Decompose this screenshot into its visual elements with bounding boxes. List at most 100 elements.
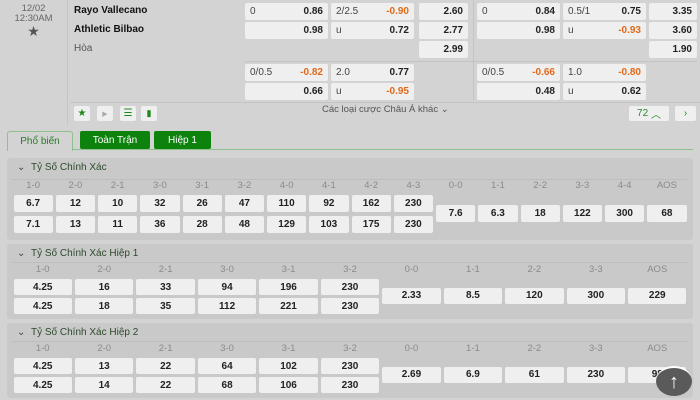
odds-cell[interactable]: 230 [320,279,380,295]
odds-1x2-cell[interactable]: 3.35 [649,3,697,20]
odds-cell[interactable]: 230 [566,366,626,383]
more-asian-bets-button[interactable]: Các loại cược Châu Á khác ⌄ [322,104,449,115]
odds-cell[interactable]: 4.25 [13,279,72,295]
odds-cell[interactable]: 2.69 [382,366,441,383]
odds-cell[interactable]: 10 [98,195,138,212]
odds-cell[interactable]: 0.5/1 0.75 [563,3,646,20]
odds-1x2-cell[interactable]: 2.99 [419,41,468,58]
odds-cell[interactable]: 0 0.84 [477,3,560,20]
odds-cell[interactable]: 0.48 [477,83,560,100]
odds-cell[interactable]: 230 [393,195,433,212]
odds-cell[interactable]: 6.7 [13,195,53,212]
section-header[interactable]: ⌄ Tỷ Số Chính Xác Hiệp 2 [17,327,138,338]
odds-cell[interactable]: 92 [309,195,349,212]
odds-cell[interactable]: 300 [566,287,626,304]
odds-cell[interactable]: 4.25 [13,377,72,393]
odds-cell[interactable]: 11 [98,216,138,233]
odds-cell[interactable]: 0.66 [245,83,328,100]
odds-cell[interactable]: u 0.72 [331,22,414,39]
odds-cell[interactable]: 300 [605,204,645,222]
odds-cell[interactable]: 7.6 [436,204,476,222]
section-header[interactable]: ⌄ Tỷ Số Chính Xác Hiệp 1 [17,248,138,259]
odds-1x2-cell[interactable]: 2.77 [419,22,468,39]
odds-cell[interactable]: 4.25 [13,298,72,314]
odds-1x2-cell[interactable]: 3.60 [649,22,697,39]
odds-cell[interactable]: 2/2.5 -0.90 [331,3,414,20]
odds-cell[interactable]: 196 [259,279,318,295]
odds-cell[interactable]: u 0.62 [563,83,646,100]
odds-cell[interactable]: 221 [259,298,318,314]
odds-cell[interactable]: 13 [74,358,134,374]
odds-cell[interactable]: 8.5 [443,287,503,304]
odds-cell[interactable]: 230 [320,358,380,374]
list-icon[interactable]: ☰ [120,106,136,121]
odds-cell[interactable]: 122 [562,204,602,222]
odds-cell[interactable]: 47 [224,195,264,212]
odds-cell[interactable]: 106 [259,377,318,393]
odds-cell[interactable]: 14 [74,377,134,393]
odds-1x2-cell[interactable]: 1.90 [649,41,697,58]
odds-cell[interactable]: 110 [267,195,307,212]
section-header[interactable]: ⌄ Tỷ Số Chính Xác [17,162,107,173]
odds-cell[interactable]: 229 [628,287,687,304]
odds-cell[interactable]: 13 [55,216,95,233]
odds-cell[interactable]: 2.33 [382,287,441,304]
odds-cell[interactable]: 129 [267,216,307,233]
odds-cell[interactable]: 35 [136,298,195,314]
odds-cell[interactable]: 230 [320,377,380,393]
odds-cell[interactable]: 68 [197,377,257,393]
odds-cell[interactable]: u -0.93 [563,22,646,39]
odds-cell[interactable]: 120 [505,287,564,304]
stats-icon[interactable]: ▮ [141,106,157,121]
tab-full-match[interactable]: Toàn Trận [80,131,150,149]
odds-cell[interactable]: 48 [224,216,264,233]
odds-cell[interactable]: 4.25 [13,358,72,374]
odds-cell[interactable]: 7.1 [13,216,53,233]
odds-cell[interactable]: 230 [393,216,433,233]
odds-cell[interactable]: 32 [140,195,180,212]
odds-cell[interactable]: 0 0.86 [245,3,328,20]
odds-cell[interactable]: u -0.95 [331,83,414,100]
odds-cell[interactable]: 230 [320,298,380,314]
odds-cell[interactable]: 102 [259,358,318,374]
odds-1x2-cell[interactable]: 2.60 [419,3,468,20]
odds-cell[interactable]: 6.3 [478,204,518,222]
tab-first-half[interactable]: Hiệp 1 [154,131,211,149]
odds-cell[interactable]: 0.98 [477,22,560,39]
odds-cell[interactable]: 2.0 0.77 [331,64,414,81]
odds-cell[interactable]: 18 [520,204,560,222]
tab-popular[interactable]: Phổ biến [7,131,73,151]
odds-cell[interactable]: 61 [505,366,564,383]
odds-cell[interactable]: 103 [309,216,349,233]
odds-cell[interactable]: 18 [74,298,134,314]
odds-cell[interactable]: 162 [351,195,391,212]
odds-cell[interactable]: 36 [140,216,180,233]
favorite-star-icon[interactable]: ★ [27,23,40,39]
odds-cell[interactable]: 33 [136,279,195,295]
odds-cell[interactable]: 12 [55,195,95,212]
favorite-star-icon[interactable]: ★ [74,106,90,121]
next-button[interactable]: › [675,106,696,121]
odds-cell[interactable]: 64 [197,358,257,374]
odds-cell[interactable]: 22 [136,358,195,374]
odds-cell[interactable]: 6.9 [443,366,503,383]
odds-cell[interactable]: 26 [182,195,222,212]
score-label: 2-2 [533,180,547,191]
odds-line: 0/0.5 [482,67,505,78]
odds-cell[interactable]: 112 [197,298,257,314]
odds-value: 0.86 [303,6,323,17]
odds-cell[interactable]: 28 [182,216,222,233]
odds-cell[interactable]: 0/0.5 -0.66 [477,64,560,81]
section-title: Tỷ Số Chính Xác [31,162,107,173]
play-icon[interactable]: ▶ [97,106,113,121]
odds-cell[interactable]: 68 [647,204,687,222]
odds-cell[interactable]: 1.0 -0.80 [563,64,646,81]
odds-cell[interactable]: 175 [351,216,391,233]
odds-cell[interactable]: 0.98 [245,22,328,39]
odds-cell[interactable]: 0/0.5 -0.82 [245,64,328,81]
scroll-to-top-icon[interactable]: ↑ [656,366,692,396]
odds-cell[interactable]: 94 [197,279,257,295]
odds-cell[interactable]: 16 [74,279,134,295]
odds-cell[interactable]: 22 [136,377,195,393]
collapse-markets-button[interactable]: 72 ︿ [629,106,669,121]
